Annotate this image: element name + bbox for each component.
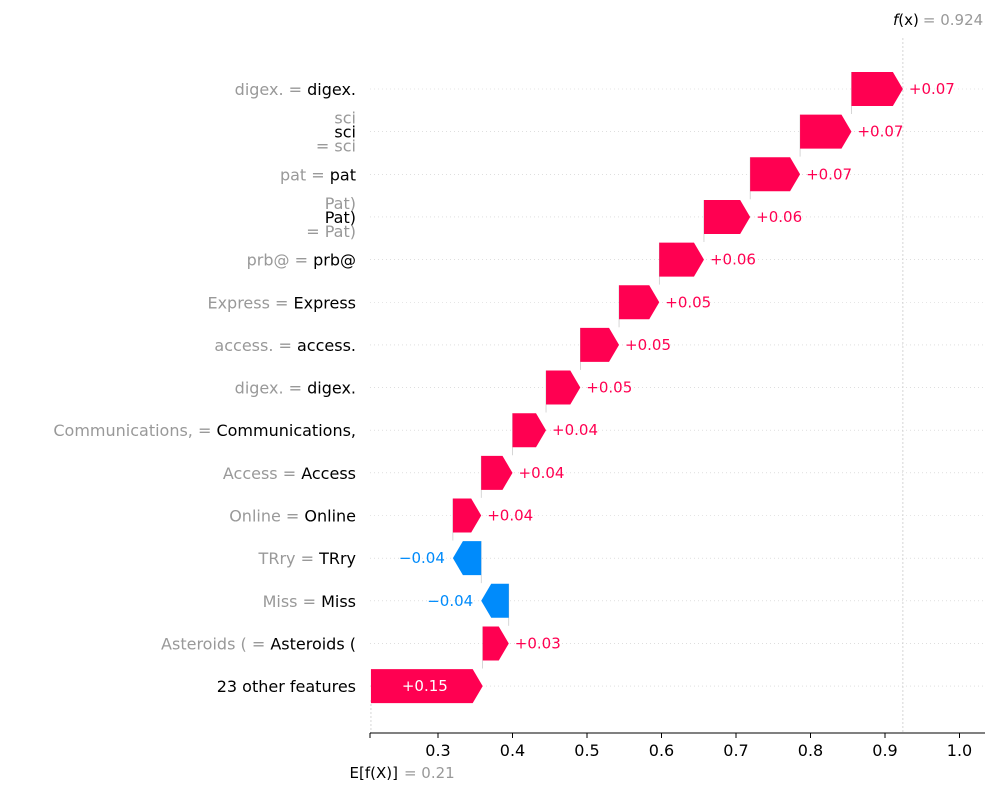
feature-label: TRry = TRry xyxy=(258,549,356,568)
feature-name: Access = xyxy=(223,464,301,483)
positive-bar xyxy=(481,455,513,490)
feature-name: Communications, = xyxy=(53,421,216,440)
feature-value: Access xyxy=(301,464,356,483)
feature-name: Online = xyxy=(229,507,304,526)
feature-name: Asteroids ( = xyxy=(161,634,270,653)
feature-name: Pat) xyxy=(325,194,356,213)
feature-name: sci xyxy=(334,109,356,128)
positive-bar xyxy=(619,285,660,320)
positive-bar xyxy=(851,72,903,106)
value-label: +0.05 xyxy=(665,293,711,311)
x-tick-label: 0.4 xyxy=(500,741,525,760)
feature-value: access. xyxy=(297,336,356,355)
feature-value: Online xyxy=(304,507,356,526)
feature-label: digex. = digex. xyxy=(235,379,356,398)
positive-bar xyxy=(750,157,801,192)
feature-label: Express = Express xyxy=(207,293,356,312)
positive-bar xyxy=(580,327,620,362)
feature-label: access. = access. xyxy=(214,336,356,355)
feature-label: digex. = digex. xyxy=(235,80,356,99)
feature-name: prb@ = xyxy=(247,251,313,270)
feature-value: Pat) xyxy=(325,208,356,227)
fx-label: f(x) xyxy=(893,11,919,29)
feature-value: pat xyxy=(330,165,356,184)
base-value: = 0.21 xyxy=(404,764,455,782)
feature-label: Communications, = Communications, xyxy=(53,421,356,440)
positive-bar xyxy=(512,413,547,448)
x-axis: 0.3 0.4 0.5 0.6 0.7 0.8 0.9 1.0 xyxy=(369,732,985,760)
x-tick-label: 0.8 xyxy=(798,741,823,760)
feature-value: Communications, xyxy=(216,421,356,440)
feature-equals: = sci xyxy=(316,137,356,156)
x-tick-label: 0.3 xyxy=(425,741,450,760)
feature-name: Miss = xyxy=(263,592,322,611)
feature-value: TRry xyxy=(318,549,356,568)
feature-value: sci xyxy=(334,123,356,142)
feature-value: prb@ xyxy=(313,251,356,270)
feature-label: Miss = Miss xyxy=(263,592,356,611)
x-tick-label: 0.5 xyxy=(574,741,599,760)
value-label: −0.04 xyxy=(427,592,473,610)
feature-label: Asteroids ( = Asteroids ( xyxy=(161,634,356,653)
feature-name: Express = xyxy=(207,293,293,312)
feature-name: digex. = xyxy=(235,80,307,99)
feature-label: pat = pat xyxy=(280,165,356,184)
x-tick-label: 0.7 xyxy=(723,741,748,760)
positive-bar xyxy=(800,114,852,149)
value-label: +0.06 xyxy=(710,251,756,269)
row-gridlines xyxy=(370,88,985,687)
value-label: +0.04 xyxy=(552,421,598,439)
fx-value: = 0.924 xyxy=(923,11,983,29)
x-tick-label: 0.6 xyxy=(649,741,674,760)
feature-label: Online = Online xyxy=(229,507,356,526)
feature-name: digex. = xyxy=(235,379,307,398)
value-label: +0.05 xyxy=(586,379,632,397)
value-label: +0.05 xyxy=(625,336,671,354)
feature-value: Express xyxy=(294,293,356,312)
feature-value: digex. xyxy=(307,80,356,99)
base-annotation: E[f(X)] = 0.21 xyxy=(349,764,454,782)
feature-label: Access = Access xyxy=(223,464,356,483)
feature-name: pat = xyxy=(280,165,330,184)
positive-bar xyxy=(659,242,704,277)
feature-value: Asteroids ( xyxy=(270,634,356,653)
bars: +0.07 +0.07 +0.07 +0.06 +0.06 +0.05 +0.05 +0.05… xyxy=(370,72,955,704)
feature-name: 23 other features xyxy=(217,677,356,696)
fx-annotation: f(x) = 0.924 xyxy=(893,11,983,29)
value-label: +0.07 xyxy=(806,165,852,183)
value-label: +0.03 xyxy=(515,634,561,652)
base-label: E[f(X)] xyxy=(349,764,397,782)
value-label: −0.04 xyxy=(399,549,445,567)
value-label: +0.07 xyxy=(909,80,955,98)
negative-bar xyxy=(452,541,482,576)
value-label: +0.04 xyxy=(519,464,565,482)
positive-bar xyxy=(546,370,581,405)
feature-label: prb@ = prb@ xyxy=(247,251,356,270)
value-label: +0.15 xyxy=(402,677,448,695)
positive-bar xyxy=(370,669,483,704)
positive-bar xyxy=(452,498,482,533)
feature-value: digex. xyxy=(307,379,356,398)
negative-bar xyxy=(481,583,509,618)
feature-name: access. = xyxy=(214,336,297,355)
value-label: +0.07 xyxy=(857,123,903,141)
feature-equals: = Pat) xyxy=(306,222,356,241)
x-tick-label: 0.9 xyxy=(872,741,897,760)
x-tick-label: 1.0 xyxy=(947,741,972,760)
feature-value: Miss xyxy=(321,592,356,611)
positive-bar xyxy=(482,626,509,661)
value-label: +0.06 xyxy=(756,208,802,226)
value-label: +0.04 xyxy=(487,507,533,525)
positive-bar xyxy=(703,199,751,234)
feature-name: TRry = xyxy=(258,549,320,568)
